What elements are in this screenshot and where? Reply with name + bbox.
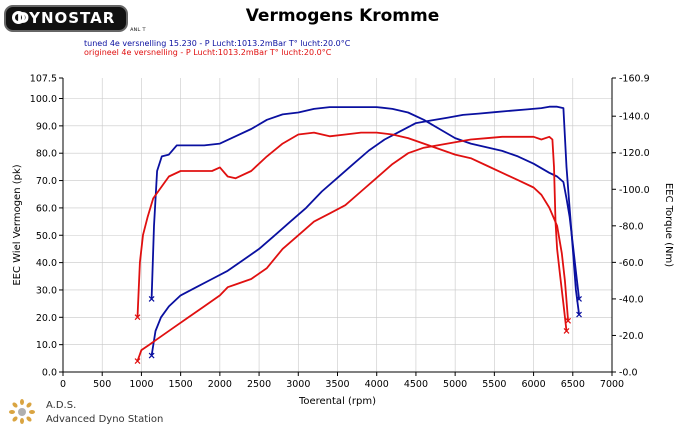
y-tick-label: 80.0 [36, 149, 57, 160]
series-end-marker [563, 328, 570, 334]
y-tick-label: 20.0 [36, 313, 57, 324]
series-end-marker [134, 314, 141, 321]
x-tick-label: 1000 [129, 379, 153, 390]
logo-subtext: ᴀɴʟ ᴛ [130, 26, 146, 33]
series-line-original-power [136, 135, 568, 362]
x-tick-label: 0 [60, 379, 66, 390]
y2-tick-label: -120.0 [619, 148, 650, 159]
x-tick-label: 4500 [404, 379, 428, 390]
x-tick-label: 3000 [286, 379, 310, 390]
x-tick-label: 3500 [325, 379, 349, 390]
y2-tick-label: -140.0 [619, 112, 650, 123]
x-tick-label: 2500 [247, 379, 271, 390]
y-tick-label: 0.0 [42, 368, 57, 379]
dynostar-logo: DYNOSTAR [4, 5, 128, 32]
series-end-marker [148, 295, 155, 302]
series-lines [134, 105, 582, 364]
y-tick-label: 70.0 [36, 176, 57, 187]
x-tick-label: 1500 [169, 379, 193, 390]
ads-title: A.D.S. [46, 400, 77, 411]
y-tick-label: 10.0 [36, 340, 57, 351]
x-axis-title: Toerental (rpm) [298, 396, 376, 407]
series-line-tuned-torque [150, 106, 580, 300]
x-tick-label: 5500 [482, 379, 506, 390]
x-tick-label: 5000 [443, 379, 467, 390]
logo-text: DYNOSTAR [16, 9, 116, 27]
legend-entry-original: origineel 4e versnelling - P Lucht:1013.… [84, 48, 332, 57]
legend-entry-tuned: tuned 4e versnelling 15.230 - P Lucht:10… [84, 39, 351, 48]
axes [59, 77, 616, 376]
series-end-marker [576, 295, 582, 302]
axis-labels: 0 500 1000 1500 2000 2500 3000 3500 4000 4500 5000… [12, 74, 674, 408]
y2-axis-title: EEC Torque (Nm) [663, 183, 674, 267]
x-tick-label: 7000 [600, 379, 624, 390]
y2-tick-label: -100.0 [619, 185, 650, 196]
y2-tick-label: -60.0 [619, 258, 644, 269]
y-tick-label: 90.0 [36, 121, 57, 132]
series-end-marker [565, 317, 572, 324]
x-tick-label: 500 [93, 379, 111, 390]
x-tick-label: 4000 [365, 379, 389, 390]
x-tick-label: 6500 [561, 379, 585, 390]
y-tick-label: 107.5 [30, 74, 57, 85]
y-tick-label: 100.0 [30, 94, 57, 105]
series-end-marker [148, 352, 155, 359]
y2-tick-label: -0.0 [619, 368, 638, 379]
y-tick-label: 60.0 [36, 203, 57, 214]
y2-tick-label: -20.0 [619, 331, 644, 342]
ads-subtitle: Advanced Dyno Station [46, 414, 164, 425]
chart-title: Vermogens Kromme [245, 6, 440, 26]
series-end-marker [134, 358, 141, 364]
y2-tick-label: -40.0 [619, 294, 644, 305]
series-end-marker [576, 311, 582, 318]
y-tick-label: 30.0 [36, 285, 57, 296]
grid [63, 78, 612, 372]
x-tick-label: 2000 [208, 379, 232, 390]
y-axis-title: EEC Wiel Vermogen (pk) [12, 164, 23, 285]
logo-ring-icon [12, 11, 25, 24]
ads-logo-icon [9, 399, 35, 424]
series-line-original-torque [136, 131, 569, 321]
y2-tick-label: -160.9 [619, 74, 650, 85]
x-tick-label: 6000 [521, 379, 545, 390]
y-tick-label: 50.0 [36, 231, 57, 242]
y2-tick-label: -80.0 [619, 221, 644, 232]
y-tick-label: 40.0 [36, 258, 57, 269]
